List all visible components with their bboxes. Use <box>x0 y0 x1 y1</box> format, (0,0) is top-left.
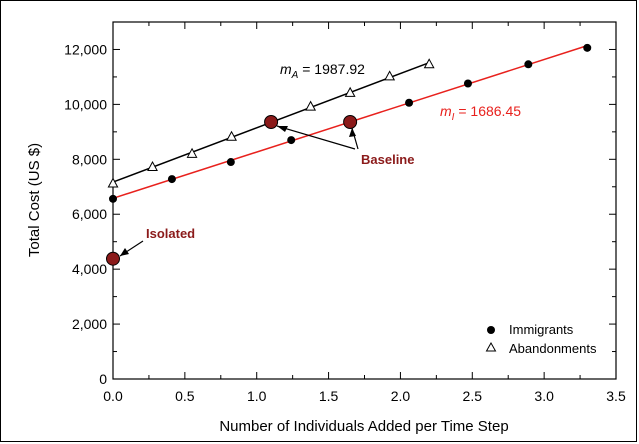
isolated-arrowhead <box>120 248 129 256</box>
slope-label-abandonments: mA = 1987.92 <box>280 61 365 81</box>
y-tick-labels: 0 2,000 4,000 6,000 8,000 10,000 12,000 <box>64 41 107 387</box>
y-tick-label: 12,000 <box>64 41 107 57</box>
legend-label-abandonments: Abandonments <box>509 341 597 356</box>
y-tick-label: 4,000 <box>72 261 107 277</box>
legend-marker-abandonments <box>485 341 497 352</box>
slope-abandonments-prefix: m <box>280 61 292 77</box>
point-abandonments <box>226 130 238 141</box>
slope-abandonments-sub: A <box>291 70 299 81</box>
point-immigrants <box>226 158 235 167</box>
slope-label-immigrants: mI = 1686.45 <box>440 103 521 123</box>
x-tick-label: 3.5 <box>606 388 626 404</box>
annotation-arrowheads <box>120 126 356 256</box>
point-immigrants <box>524 60 533 69</box>
slope-immigrants-sub: I <box>452 112 455 123</box>
slope-immigrants-prefix: m <box>440 103 452 119</box>
x-tick-label: 2.5 <box>463 388 483 404</box>
x-axis-label: Number of Individuals Added per Time Ste… <box>219 418 508 435</box>
x-tick-labels: 0.0 0.5 1.0 1.5 2.0 2.5 3.0 3.5 <box>103 388 626 404</box>
y-tick-label: 0 <box>99 371 107 387</box>
tick-marks <box>112 22 617 380</box>
baseline-arrow-left <box>276 125 356 150</box>
x-tick-label: 2.0 <box>391 388 411 404</box>
point-immigrants <box>405 98 414 107</box>
baseline-arrowhead-left <box>277 126 288 132</box>
point-abandonments <box>423 58 435 69</box>
y-tick-label: 10,000 <box>64 96 107 112</box>
x-tick-label: 1.5 <box>319 388 339 404</box>
x-tick-label: 1.0 <box>247 388 267 404</box>
highlight-baseline-immigrants <box>343 114 358 129</box>
highlight-markers <box>106 114 358 266</box>
highlight-isolated <box>106 251 120 266</box>
y-tick-label: 6,000 <box>72 206 107 222</box>
slope-abandonments-value: = 1987.92 <box>298 61 365 77</box>
point-abandonments <box>186 147 198 158</box>
point-abandonments <box>344 86 356 97</box>
point-abandonments <box>305 100 317 111</box>
x-tick-label: 0.5 <box>175 388 195 404</box>
annotation-isolated: Isolated <box>146 226 195 241</box>
highlight-baseline-abandonments <box>264 114 279 129</box>
y-tick-label: 2,000 <box>72 316 107 332</box>
y-tick-label: 8,000 <box>72 151 107 167</box>
point-immigrants <box>167 175 176 184</box>
point-immigrants <box>583 43 592 52</box>
x-tick-label: 0.0 <box>103 388 123 404</box>
y-axis-label: Total Cost (US $) <box>26 143 43 257</box>
legend-marker-immigrants <box>487 326 495 334</box>
slope-immigrants-value: = 1686.45 <box>454 103 521 119</box>
baseline-arrowhead-right <box>349 128 356 137</box>
x-tick-label: 3.0 <box>534 388 554 404</box>
point-immigrants <box>287 136 296 145</box>
point-abandonments <box>384 70 396 81</box>
point-abandonments <box>147 160 158 171</box>
point-immigrants <box>109 194 117 203</box>
legend-label-immigrants: Immigrants <box>509 322 574 337</box>
point-abandonments <box>107 177 119 188</box>
point-immigrants <box>463 79 472 88</box>
annotation-baseline: Baseline <box>361 152 414 167</box>
legend: Immigrants Abandonments <box>485 322 597 356</box>
